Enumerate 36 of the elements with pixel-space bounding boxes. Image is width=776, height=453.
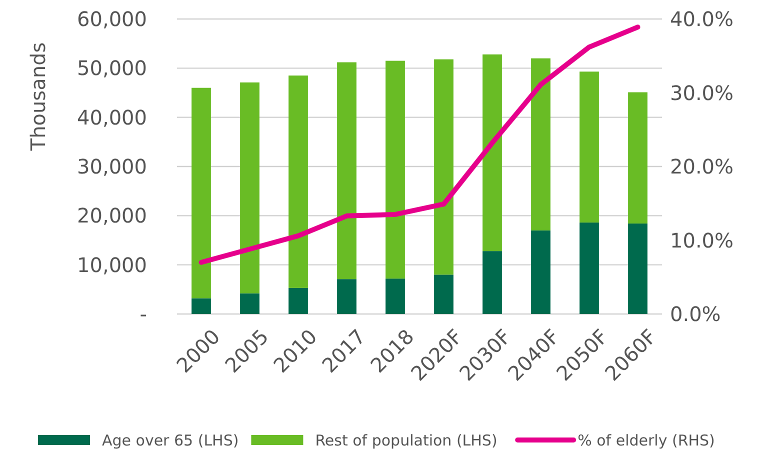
bar	[531, 230, 550, 314]
legend-label: Age over 65 (LHS)	[102, 431, 239, 450]
bar	[386, 60, 405, 279]
bar	[628, 224, 648, 314]
bar	[288, 288, 308, 314]
bar	[434, 59, 454, 275]
bar	[482, 251, 502, 314]
y2-tick-label: 0.0%	[670, 302, 721, 326]
bar	[386, 278, 405, 314]
y2-tick-label: 10.0%	[670, 228, 734, 252]
bar	[337, 279, 356, 314]
y-axis-title: Thousands	[26, 42, 50, 152]
bar	[580, 222, 599, 314]
legend-label: % of elderly (RHS)	[578, 431, 715, 450]
y-tick-label: 60,000	[77, 7, 147, 31]
y2-tick-label: 30.0%	[670, 80, 734, 105]
y-tick-label: -	[140, 302, 147, 326]
bar	[531, 58, 550, 230]
bar	[580, 72, 599, 223]
y-tick-label: 20,000	[77, 204, 147, 228]
bar	[434, 274, 454, 314]
y-tick-label: 40,000	[77, 105, 147, 130]
bar	[337, 62, 356, 280]
y-tick-label: 10,000	[77, 252, 147, 277]
bar	[482, 54, 502, 252]
bar	[628, 92, 648, 224]
bar	[288, 76, 308, 288]
bar	[240, 293, 260, 314]
legend-label: Rest of population (LHS)	[315, 431, 498, 450]
y2-tick-label: 20.0%	[670, 154, 734, 178]
bar	[192, 298, 211, 314]
bar	[240, 82, 260, 294]
y2-tick-label: 40.0%	[670, 7, 734, 31]
bar	[192, 88, 211, 298]
y-tick-label: 50,000	[77, 56, 147, 80]
y-tick-label: 30,000	[77, 154, 147, 178]
